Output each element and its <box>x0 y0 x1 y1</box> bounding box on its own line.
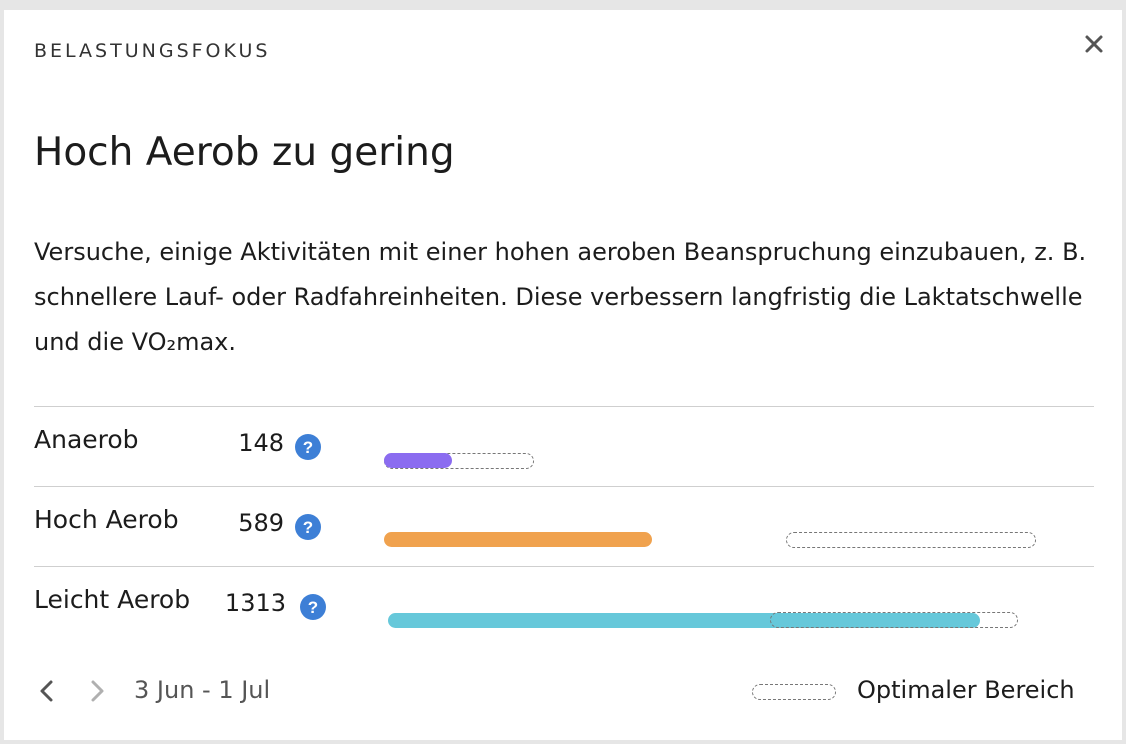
optimal-range-leicht-aerob <box>770 612 1018 628</box>
optimal-range-hoch-aerob <box>786 532 1036 548</box>
optimal-range-legend-swatch <box>752 684 836 700</box>
close-icon[interactable] <box>1080 30 1108 58</box>
load-row-leicht-aerob: Leicht Aerob 1313 ? <box>34 566 1094 647</box>
headline: Hoch Aerob zu gering <box>34 130 455 175</box>
row-value: 589 <box>238 509 284 537</box>
svg-text:?: ? <box>303 438 313 457</box>
question-icon[interactable]: ? <box>295 514 321 540</box>
card-eyebrow: BELASTUNGSFOKUS <box>34 40 271 62</box>
chevron-left-icon[interactable] <box>34 678 60 704</box>
row-label: Leicht Aerob <box>34 585 191 614</box>
question-icon[interactable]: ? <box>295 434 321 460</box>
bar-hoch-aerob <box>384 532 652 547</box>
row-label: Hoch Aerob <box>34 505 179 534</box>
load-row-hoch-aerob: Hoch Aerob 589 ? <box>34 486 1094 565</box>
row-label: Anaerob <box>34 425 139 454</box>
optimal-range-legend-label: Optimaler Bereich <box>857 676 1075 704</box>
row-value: 148 <box>238 429 284 457</box>
description: Versuche, einige Aktivitäten mit einer h… <box>34 238 1087 356</box>
row-value: 1313 <box>224 589 286 617</box>
date-range: 3 Jun - 1 Jul <box>134 676 271 704</box>
training-load-focus-card: BELASTUNGSFOKUS Hoch Aerob zu gering Ver… <box>4 10 1122 740</box>
bar-anaerob <box>384 453 452 468</box>
question-icon[interactable]: ? <box>300 594 326 620</box>
load-row-anaerob: Anaerob 148 ? <box>34 406 1094 485</box>
svg-text:?: ? <box>308 598 318 617</box>
bar-leicht-aerob <box>388 613 980 628</box>
chevron-right-icon[interactable] <box>84 678 110 704</box>
svg-text:?: ? <box>303 518 313 537</box>
